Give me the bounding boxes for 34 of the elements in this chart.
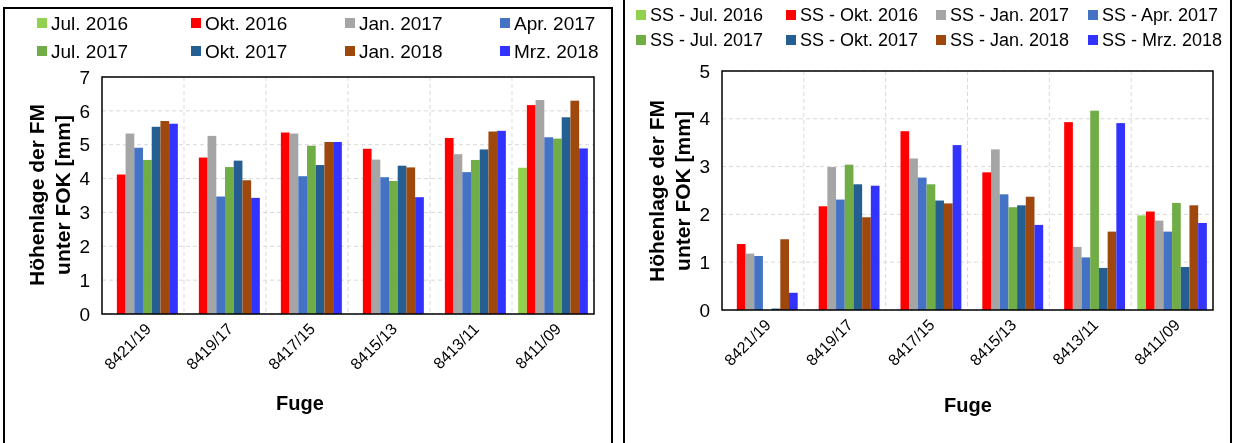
y-tick-label: 4 bbox=[699, 108, 711, 130]
y-tick-label: 1 bbox=[79, 269, 90, 291]
y-tick-label: 2 bbox=[699, 204, 710, 226]
legend-label: SS - Jan. 2018 bbox=[950, 30, 1070, 51]
y-axis-title: Höhenlage der FM unter FOK [mm] bbox=[25, 103, 75, 287]
y-tick-label: 1 bbox=[699, 251, 710, 273]
legend-label: Jan. 2018 bbox=[359, 40, 443, 62]
x-axis-title: Fuge bbox=[944, 394, 992, 416]
y-tick-label: 0 bbox=[79, 303, 90, 325]
y-tick-label: 0 bbox=[699, 299, 710, 321]
legend-label: Jul. 2016 bbox=[51, 12, 129, 34]
y-tick-label: 5 bbox=[699, 60, 710, 82]
y-tick-label: 4 bbox=[79, 168, 91, 190]
legend-label: Okt. 2016 bbox=[205, 12, 288, 34]
legend-label: Jan. 2017 bbox=[359, 12, 443, 34]
y-tick-label: 3 bbox=[79, 202, 90, 224]
legend-label: SS - Jan. 2017 bbox=[950, 5, 1070, 26]
legend-label: SS - Jul. 2017 bbox=[650, 30, 764, 51]
legend-label: Apr. 2017 bbox=[514, 12, 596, 34]
y-tick-label: 2 bbox=[79, 235, 90, 257]
y-tick-label: 3 bbox=[699, 156, 710, 178]
y-tick-label: 5 bbox=[79, 134, 90, 156]
y-tick-label: 6 bbox=[79, 100, 90, 122]
legend-label: Okt. 2017 bbox=[205, 40, 288, 62]
legend-label: Mrz. 2018 bbox=[514, 40, 599, 62]
legend-label: SS - Mrz. 2018 bbox=[1102, 30, 1223, 51]
legend-label: SS - Okt. 2016 bbox=[800, 5, 919, 26]
legend-label: SS - Okt. 2017 bbox=[800, 30, 919, 51]
x-axis-title: Fuge bbox=[276, 392, 324, 414]
legend-label: Jul. 2017 bbox=[51, 40, 129, 62]
legend-label: SS - Jul. 2016 bbox=[650, 5, 764, 26]
y-axis-title: Höhenlage der FM unter FOK [mm] bbox=[645, 99, 695, 283]
y-tick-label: 7 bbox=[79, 66, 90, 88]
legend-label: SS - Apr. 2017 bbox=[1102, 5, 1219, 26]
